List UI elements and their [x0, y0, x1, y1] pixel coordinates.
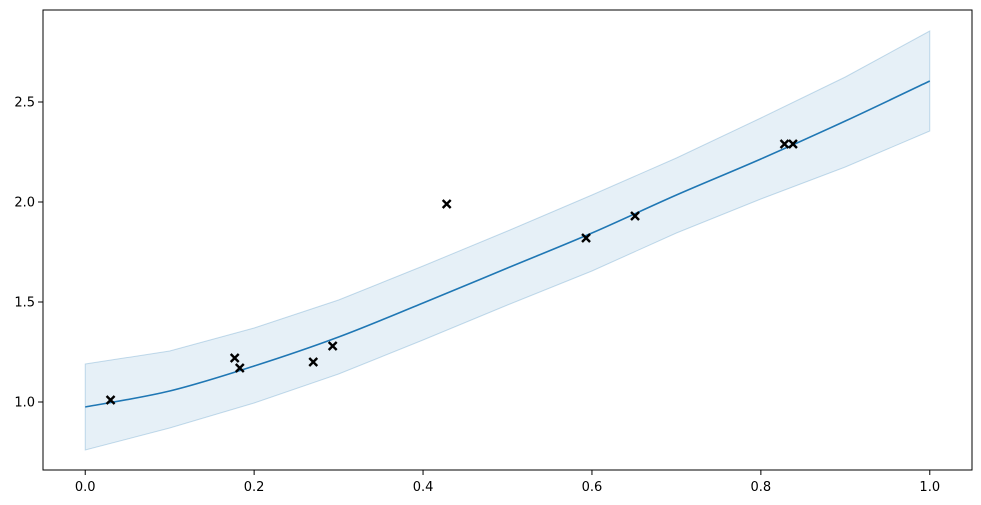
- x-tick-label: 0.8: [751, 480, 772, 495]
- x-axis: 0.0 0.2 0.4 0.6 0.8 1.0: [75, 470, 940, 495]
- observation-point: [630, 211, 640, 221]
- x-tick-label: 0.6: [582, 480, 603, 495]
- x-tick-label: 0.0: [75, 480, 96, 495]
- observation-point: [581, 233, 591, 243]
- x-tick-label: 1.0: [919, 480, 940, 495]
- observation-point: [441, 199, 452, 209]
- confidence-band: [84, 30, 931, 451]
- observation-point: [327, 341, 338, 351]
- y-tick-label: 2.5: [14, 96, 35, 111]
- y-axis: 1.0 1.5 2.0 2.5: [14, 96, 43, 411]
- plot-frame: [42, 9, 973, 471]
- observation-point: [779, 139, 790, 149]
- y-tick-label: 1.5: [14, 296, 35, 311]
- observation-point: [234, 363, 245, 373]
- plot-content: [84, 30, 931, 451]
- x-tick-label: 0.4: [413, 480, 434, 495]
- mean-line: [85, 80, 931, 408]
- observation-point: [308, 357, 319, 367]
- x-tick-label: 0.2: [244, 480, 265, 495]
- y-tick-label: 2.0: [14, 196, 35, 211]
- observation-point: [788, 139, 798, 149]
- y-tick-label: 1.0: [14, 396, 35, 411]
- observation-point: [105, 395, 116, 405]
- observation-point: [229, 353, 240, 363]
